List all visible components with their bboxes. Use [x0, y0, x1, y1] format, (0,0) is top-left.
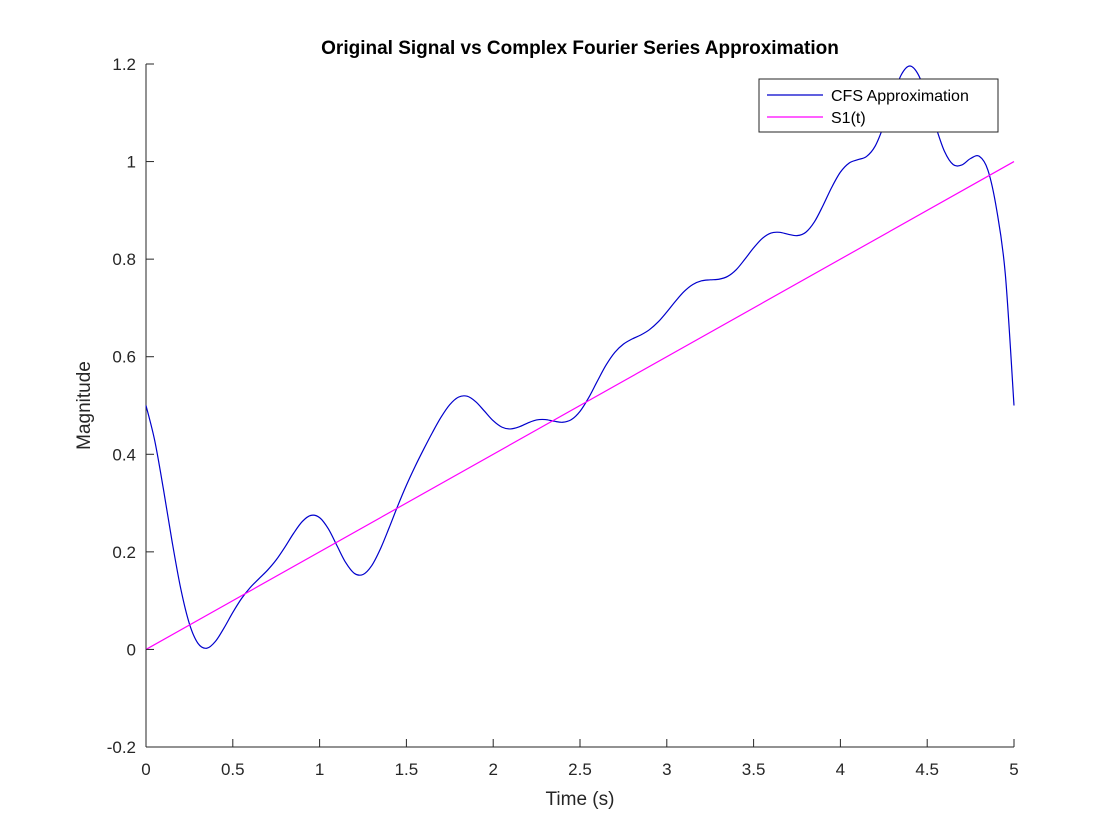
legend-box [758, 78, 999, 133]
legend-label-s1: S1(t) [831, 110, 866, 127]
x-tick-label: 0.5 [221, 760, 245, 779]
x-tick-label: 4.5 [915, 760, 939, 779]
plot-area [145, 65, 1015, 650]
x-tick-label: 2.5 [568, 760, 592, 779]
y-tick-label: 0.6 [112, 348, 136, 367]
x-tick-label: 4 [836, 760, 845, 779]
x-tick-label: 3.5 [742, 760, 766, 779]
x-axis-label: Time (s) [546, 789, 615, 810]
y-tick-label: 1.2 [112, 55, 136, 74]
series-line-s1 [145, 161, 1015, 650]
x-tick-label: 1.5 [395, 760, 419, 779]
y-tick-label: 1 [127, 153, 136, 172]
x-tick-label: 5 [1009, 760, 1018, 779]
y-tick-label: 0.4 [112, 445, 136, 464]
y-tick-label: 0.2 [112, 543, 136, 562]
x-tick-label: 0 [141, 760, 150, 779]
y-tick-label: -0.2 [107, 738, 136, 757]
x-axis-ticks: 0 0.5 1 1.5 2 2.5 3 3.5 4 4.5 5 [141, 739, 1019, 779]
y-axis-label: Magnitude [74, 361, 95, 450]
legend-label-cfs-approximation: CFS Approximation [831, 88, 969, 105]
chart-title: Original Signal vs Complex Fourier Serie… [321, 38, 839, 59]
series-line-cfs-approximation [145, 65, 1015, 649]
legend: CFS Approximation S1(t) [758, 78, 999, 133]
y-tick-label: 0.8 [112, 250, 136, 269]
y-axis-ticks: -0.2 0 0.2 0.4 0.6 0.8 1 1.2 [107, 55, 154, 757]
x-tick-label: 1 [315, 760, 324, 779]
x-tick-label: 2 [488, 760, 497, 779]
y-tick-label: 0 [127, 640, 136, 659]
x-tick-label: 3 [662, 760, 671, 779]
